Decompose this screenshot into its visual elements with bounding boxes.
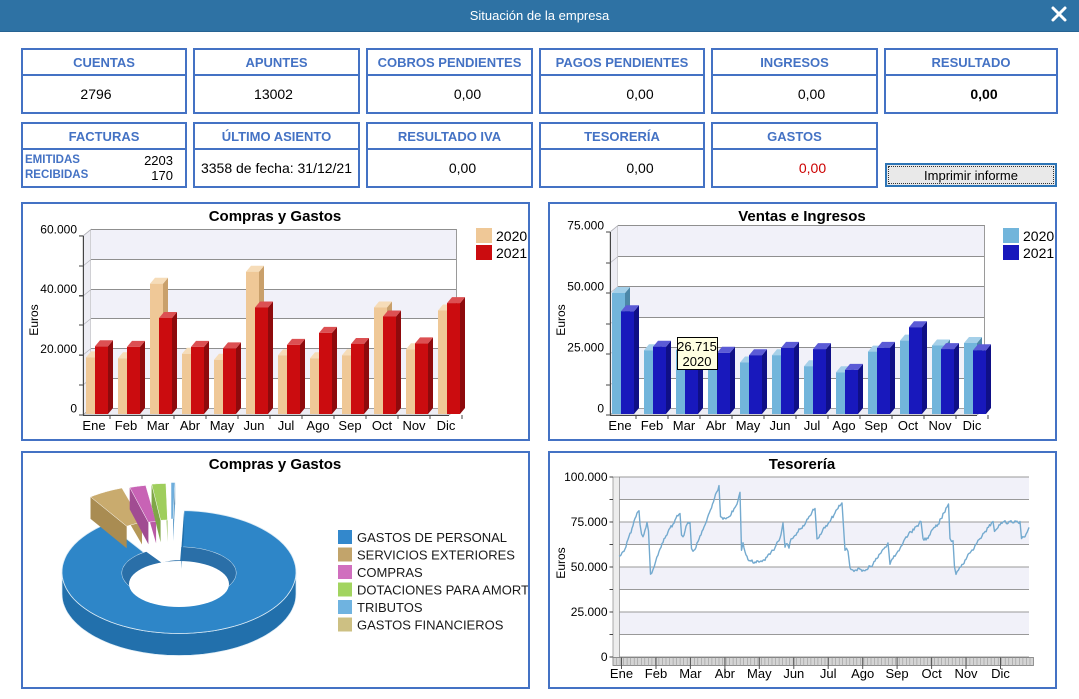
svg-text:Euros: Euros bbox=[554, 547, 568, 578]
svg-text:Dic: Dic bbox=[963, 418, 982, 433]
svg-text:Abr: Abr bbox=[180, 418, 201, 433]
svg-text:Mar: Mar bbox=[679, 666, 702, 681]
svg-text:0: 0 bbox=[597, 402, 604, 416]
svg-text:Feb: Feb bbox=[115, 418, 137, 433]
svg-text:Ago: Ago bbox=[306, 418, 329, 433]
svg-text:0: 0 bbox=[70, 402, 77, 416]
svg-text:Tesorería: Tesorería bbox=[769, 456, 836, 473]
svg-text:Feb: Feb bbox=[645, 666, 667, 681]
svg-text:Mar: Mar bbox=[673, 418, 696, 433]
svg-text:75.000: 75.000 bbox=[571, 515, 608, 529]
svg-text:75.000: 75.000 bbox=[567, 219, 604, 233]
svg-text:Abr: Abr bbox=[715, 666, 736, 681]
svg-text:0: 0 bbox=[601, 650, 608, 664]
svg-text:GASTOS FINANCIEROS: GASTOS FINANCIEROS bbox=[357, 618, 504, 633]
svg-text:Compras y Gastos: Compras y Gastos bbox=[209, 208, 342, 225]
svg-text:Sep: Sep bbox=[338, 418, 361, 433]
svg-text:SERVICIOS EXTERIORES: SERVICIOS EXTERIORES bbox=[357, 548, 515, 563]
svg-text:Jun: Jun bbox=[770, 418, 791, 433]
svg-text:Oct: Oct bbox=[921, 666, 942, 681]
svg-text:Sep: Sep bbox=[886, 666, 909, 681]
svg-text:Feb: Feb bbox=[641, 418, 663, 433]
svg-text:Nov: Nov bbox=[928, 418, 952, 433]
svg-text:TRIBUTOS: TRIBUTOS bbox=[357, 600, 423, 615]
svg-text:25.000: 25.000 bbox=[567, 341, 604, 355]
svg-text:50.000: 50.000 bbox=[567, 280, 604, 294]
svg-text:Mar: Mar bbox=[147, 418, 170, 433]
svg-text:Nov: Nov bbox=[402, 418, 426, 433]
svg-text:Ene: Ene bbox=[82, 418, 105, 433]
svg-text:2021: 2021 bbox=[496, 245, 527, 261]
svg-text:Euros: Euros bbox=[27, 304, 41, 335]
svg-text:20.000: 20.000 bbox=[40, 342, 77, 356]
svg-text:Jul: Jul bbox=[820, 666, 837, 681]
svg-text:Jun: Jun bbox=[783, 666, 804, 681]
svg-text:Oct: Oct bbox=[898, 418, 919, 433]
svg-text:Euros: Euros bbox=[554, 304, 568, 335]
svg-text:May: May bbox=[736, 418, 761, 433]
svg-text:60.000: 60.000 bbox=[40, 222, 77, 236]
svg-text:COMPRAS: COMPRAS bbox=[357, 565, 423, 580]
svg-text:Ago: Ago bbox=[832, 418, 855, 433]
svg-text:Ene: Ene bbox=[608, 418, 631, 433]
svg-text:Dic: Dic bbox=[437, 418, 456, 433]
svg-text:May: May bbox=[210, 418, 235, 433]
svg-text:DOTACIONES PARA AMORT: DOTACIONES PARA AMORT bbox=[357, 583, 529, 598]
svg-text:25.000: 25.000 bbox=[571, 605, 608, 619]
svg-text:Nov: Nov bbox=[954, 666, 978, 681]
svg-text:May: May bbox=[747, 666, 772, 681]
svg-text:Ago: Ago bbox=[851, 666, 874, 681]
svg-text:50.000: 50.000 bbox=[571, 560, 608, 574]
svg-text:Jul: Jul bbox=[804, 418, 821, 433]
svg-text:26.715: 26.715 bbox=[677, 339, 717, 354]
svg-text:2020: 2020 bbox=[496, 228, 527, 244]
svg-text:Compras y Gastos: Compras y Gastos bbox=[209, 456, 342, 473]
svg-text:2021: 2021 bbox=[1023, 245, 1054, 261]
svg-text:Sep: Sep bbox=[864, 418, 887, 433]
svg-text:Jul: Jul bbox=[278, 418, 295, 433]
svg-text:40.000: 40.000 bbox=[40, 282, 77, 296]
svg-text:Ene: Ene bbox=[610, 666, 633, 681]
svg-text:Ventas e Ingresos: Ventas e Ingresos bbox=[738, 208, 866, 225]
svg-text:2020: 2020 bbox=[683, 354, 712, 369]
svg-text:Oct: Oct bbox=[372, 418, 393, 433]
svg-text:GASTOS DE PERSONAL: GASTOS DE PERSONAL bbox=[357, 530, 507, 545]
svg-text:Jun: Jun bbox=[244, 418, 265, 433]
svg-text:2020: 2020 bbox=[1023, 228, 1054, 244]
svg-text:Abr: Abr bbox=[706, 418, 727, 433]
svg-text:100.000: 100.000 bbox=[564, 470, 608, 484]
svg-text:Dic: Dic bbox=[991, 666, 1010, 681]
